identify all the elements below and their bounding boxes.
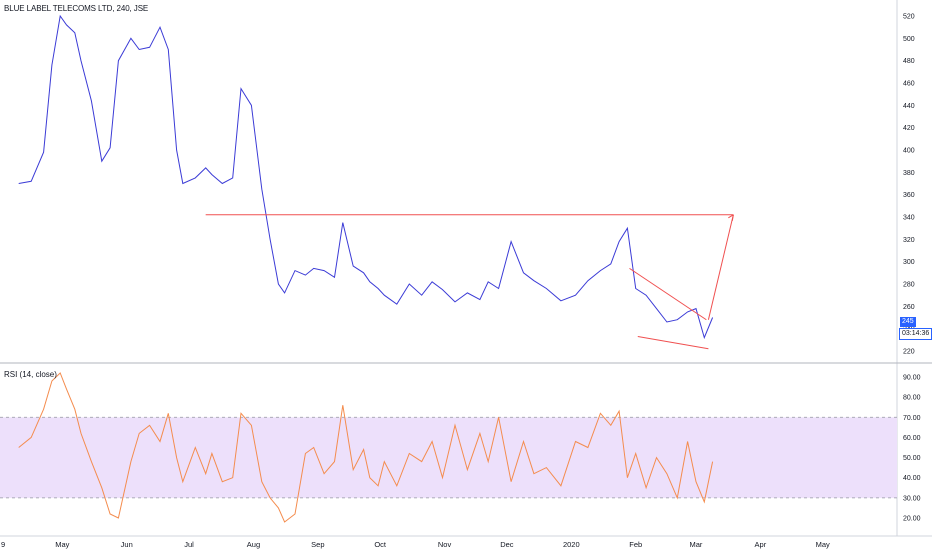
time-tick-label: Jun — [121, 540, 133, 549]
price-tick-label: 220 — [903, 349, 915, 356]
rsi-tick-label: 20.00 — [903, 516, 921, 523]
price-tick-label: 440 — [903, 103, 915, 110]
rsi-tick-label: 90.00 — [903, 375, 921, 382]
price-tick-label: 460 — [903, 81, 915, 88]
price-tick-label: 420 — [903, 125, 915, 132]
price-tick-label: 500 — [903, 36, 915, 43]
rsi-tick-label: 80.00 — [903, 395, 921, 402]
wedge-lower-line — [637, 335, 709, 350]
price-tick-label: 380 — [903, 170, 915, 177]
price-tick-label: 300 — [903, 259, 915, 266]
rsi-tick-label: 70.00 — [903, 415, 921, 422]
rsi-tick-label: 40.00 — [903, 475, 921, 482]
price-tick-label: 280 — [903, 282, 915, 289]
price-tick-label: 260 — [903, 304, 915, 311]
rsi-title: RSI (14, close) — [4, 370, 57, 379]
time-tick-label: 2020 — [563, 540, 580, 549]
rsi-series-line — [18, 372, 714, 523]
rsi-tick-label: 30.00 — [903, 495, 921, 502]
time-tick-label: May — [55, 540, 69, 549]
time-tick-label: Nov — [438, 540, 452, 549]
time-tick-label: Sep — [311, 540, 324, 549]
bar-countdown-badge: 03:14:36 — [899, 328, 932, 341]
chart-title: BLUE LABEL TELECOMS LTD, 240, JSE — [4, 4, 149, 13]
price-tick-label: 360 — [903, 192, 915, 199]
rsi-band — [0, 417, 897, 498]
time-tick-label: Aug — [247, 540, 260, 549]
rsi-axis-ticks: 20.00 30.00 40.00 50.00 60.00 70.00 80.00 90.00 — [903, 375, 921, 523]
price-tick-label: 520 — [903, 14, 915, 21]
time-tick-label: Feb — [629, 540, 642, 549]
price-series-line — [18, 14, 714, 340]
price-axis-ticks: 2202402602803003203403603804004204404604… — [903, 14, 915, 356]
wedge-upper-line — [629, 267, 707, 321]
rsi-tick-label: 50.00 — [903, 455, 921, 462]
price-tick-label: 400 — [903, 148, 915, 155]
price-tick-label: 480 — [903, 58, 915, 65]
price-tick-label: 320 — [903, 237, 915, 244]
projection-arrow-head — [728, 214, 734, 221]
projection-arrow-line — [707, 214, 734, 320]
time-tick-label: 9 — [1, 540, 5, 549]
time-tick-label: May — [816, 540, 830, 549]
price-tick-label: 340 — [903, 215, 915, 222]
time-axis-ticks: 9 May Jun Jul Aug Sep Oct Nov Dec 2020 Feb Mar Apr Ma… — [1, 540, 830, 549]
time-tick-label: Mar — [689, 540, 702, 549]
time-tick-label: Apr — [755, 540, 767, 549]
time-tick-label: Oct — [374, 540, 387, 549]
last-price-badge: 245 — [900, 317, 916, 328]
rsi-tick-label: 60.00 — [903, 435, 921, 442]
time-tick-label: Dec — [500, 540, 514, 549]
trend-drawings[interactable] — [205, 214, 734, 350]
time-tick-label: Jul — [184, 540, 194, 549]
